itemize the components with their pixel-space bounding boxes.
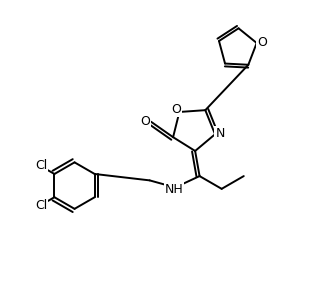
Text: O: O (140, 115, 150, 128)
Text: NH: NH (165, 183, 184, 196)
Text: O: O (257, 36, 267, 49)
Text: Cl: Cl (35, 159, 47, 172)
Text: Cl: Cl (35, 199, 47, 212)
Text: N: N (215, 127, 225, 140)
Text: O: O (171, 103, 181, 116)
